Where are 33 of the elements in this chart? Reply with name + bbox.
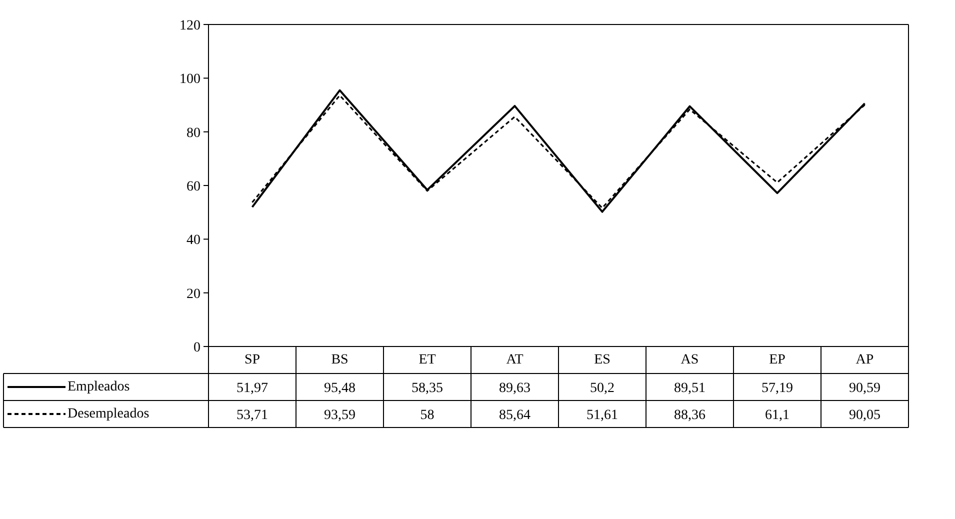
y-tick-label: 0 bbox=[194, 340, 200, 356]
y-tick-label: 20 bbox=[186, 286, 200, 302]
legend-label: Desempleados bbox=[68, 406, 150, 422]
y-tick-label: 60 bbox=[186, 180, 200, 194]
legend-label: Empleados bbox=[68, 380, 130, 394]
data-label: 50,2 bbox=[590, 381, 614, 396]
data-label: 90,05 bbox=[849, 408, 880, 423]
data-label: 95,48 bbox=[324, 381, 356, 396]
x-tick-label: AS bbox=[680, 352, 699, 368]
x-tick-label: AP bbox=[856, 352, 874, 368]
x-tick-label: BS bbox=[331, 352, 348, 368]
y-tick-label: 100 bbox=[180, 72, 200, 88]
data-label: 58,35 bbox=[412, 381, 443, 396]
y-tick-label: 120 bbox=[180, 18, 200, 34]
data-label: 61,1 bbox=[765, 408, 790, 423]
data-label: 90,59 bbox=[849, 381, 880, 396]
data-label: 58 bbox=[420, 408, 434, 423]
x-tick-label: AT bbox=[506, 352, 524, 368]
data-label: 51,61 bbox=[586, 408, 618, 423]
data-label: 51,97 bbox=[236, 381, 268, 396]
y-tick-label: 80 bbox=[186, 126, 200, 141]
x-tick-label: ET bbox=[418, 352, 436, 368]
y-tick-label: 40 bbox=[186, 233, 200, 248]
x-tick-label: EP bbox=[769, 352, 786, 368]
data-label: 57,19 bbox=[762, 381, 793, 396]
data-label: 85,64 bbox=[499, 408, 530, 423]
data-label: 53,71 bbox=[236, 408, 268, 423]
data-label: 89,63 bbox=[499, 381, 530, 396]
data-label: 89,51 bbox=[674, 381, 706, 396]
x-tick-label: ES bbox=[594, 352, 610, 368]
data-label: 93,59 bbox=[324, 408, 356, 423]
x-tick-label: SP bbox=[244, 352, 260, 368]
data-label: 88,36 bbox=[674, 408, 706, 423]
